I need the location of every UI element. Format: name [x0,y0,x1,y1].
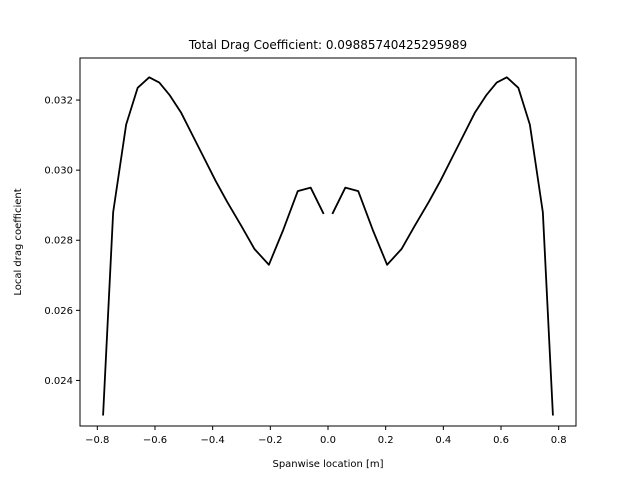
x-tick-label: 0.4 [435,435,451,446]
y-tick-label: 0.032 [44,96,73,107]
series-line-right [331,76,554,416]
x-tick-label: −0.8 [85,435,109,446]
x-tick-label: −0.6 [143,435,167,446]
x-tick-label: −0.2 [258,435,282,446]
x-tick-label: 0.6 [493,435,509,446]
plot-area: −0.8 −0.6 −0.4 −0.2 0.0 0.2 0.4 0.6 0.8 0.024 0.02… [44,76,567,446]
y-tick-label: 0.026 [44,306,73,317]
y-tick-label: 0.030 [44,166,73,177]
y-tick-label: 0.024 [44,376,73,387]
y-axis-label: Local drag coefficient [13,188,24,295]
chart-title: Total Drag Coefficient: 0.09885740425295… [188,38,467,52]
series-line-left [102,76,325,416]
x-tick-label: 0.8 [551,435,567,446]
plot-frame [79,57,577,427]
x-axis-label: Spanwise location [m] [272,459,383,470]
y-tick-label: 0.028 [44,236,73,247]
x-tick-label: −0.4 [201,435,225,446]
x-tick-label: 0.2 [378,435,394,446]
x-tick-label: 0.0 [320,435,336,446]
